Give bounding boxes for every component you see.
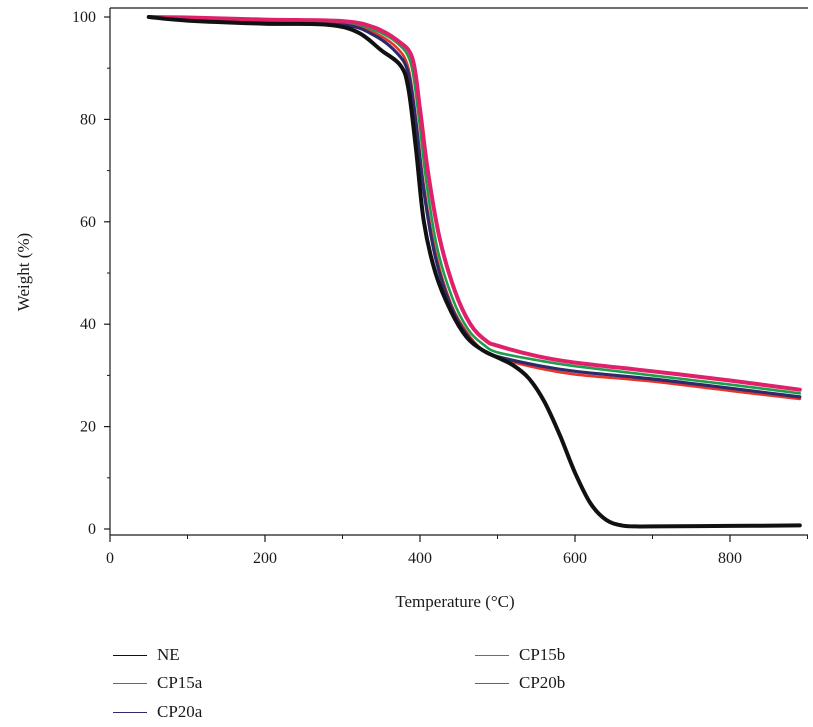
y-tick-label: 0 [88,521,96,538]
x-axis-title: Temperature (°C) [395,592,514,611]
ticks-layer: 0 20 40 60 80 100 0 200 400 600 800 [72,9,808,567]
series-line-cp20b [146,15,802,392]
series-line-cp15b [147,15,802,395]
y-tick-label: 80 [80,111,96,128]
y-tick-label: 100 [72,9,96,26]
series-layer [146,15,802,529]
y-tick-label: 20 [80,419,96,436]
x-tick-label: 200 [253,550,277,567]
x-tick-label: 400 [408,550,432,567]
y-axis-title: Weight (%) [14,233,33,311]
y-tick-label: 60 [80,214,96,231]
plot-frame [109,7,808,536]
x-tick-label: 0 [106,550,114,567]
x-tick-label: 800 [718,550,742,567]
series-line-ne [146,15,802,529]
series-line-cp20a [147,15,802,399]
y-tick-label: 40 [80,316,96,333]
x-tick-label: 600 [563,550,587,567]
